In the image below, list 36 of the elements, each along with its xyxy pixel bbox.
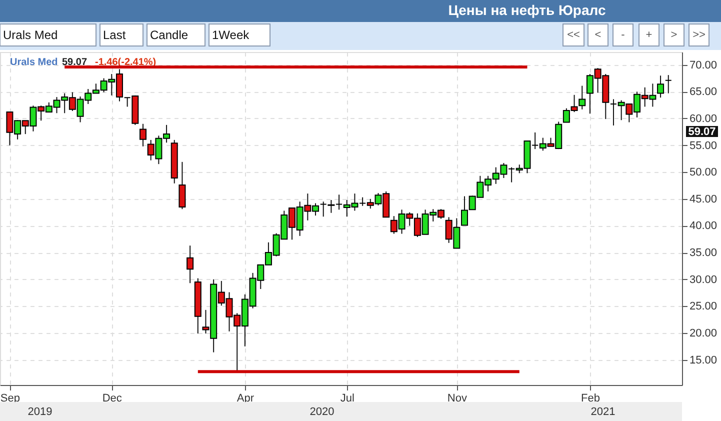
annotation: Urals Med <box>10 57 58 68</box>
text: >> <box>692 29 706 41</box>
x-tick-label: Dec <box>102 392 122 404</box>
x-tick-label: Apr <box>236 392 254 404</box>
y-tick-label: 55.00 <box>690 140 718 152</box>
text: Candle <box>150 28 188 42</box>
text: << <box>567 29 580 41</box>
x-tick-label: Nov <box>447 392 468 404</box>
y-tick-label: 25.00 <box>690 300 718 313</box>
text: - <box>621 29 626 41</box>
y-tick-label: 40.00 <box>690 220 718 232</box>
text: Last <box>103 28 126 42</box>
text: > <box>670 29 678 41</box>
y-tick-label: 65.00 <box>690 86 718 98</box>
x-tick-label: Feb <box>580 392 600 404</box>
y-tick-label: 20.00 <box>690 327 718 340</box>
y-tick-label: 35.00 <box>690 247 718 260</box>
annotation: -1.46(-2.41%) <box>95 57 156 68</box>
y-tick-label: 30.00 <box>690 274 718 286</box>
y-tick-label: 60.00 <box>690 112 718 125</box>
y-tick-label: 15.00 <box>690 354 718 366</box>
x-tick-label: Jul <box>340 392 354 404</box>
text: + <box>646 29 652 41</box>
annotation: 59.07 <box>62 57 88 68</box>
y-tick-label: 50.00 <box>690 166 718 179</box>
text: Urals Med <box>3 28 58 42</box>
text: 59.07 <box>688 126 716 138</box>
text: 2019 <box>28 406 52 418</box>
text: 1Week <box>212 28 250 42</box>
y-tick-label: 45.00 <box>690 193 718 206</box>
text: 2021 <box>590 406 616 418</box>
y-tick-label: 70.00 <box>690 59 718 72</box>
chart-title: Цены на нефть Юралс <box>448 2 606 18</box>
x-tick-label: Sep <box>0 392 20 404</box>
text: < <box>594 29 602 41</box>
text: 2020 <box>310 406 334 418</box>
